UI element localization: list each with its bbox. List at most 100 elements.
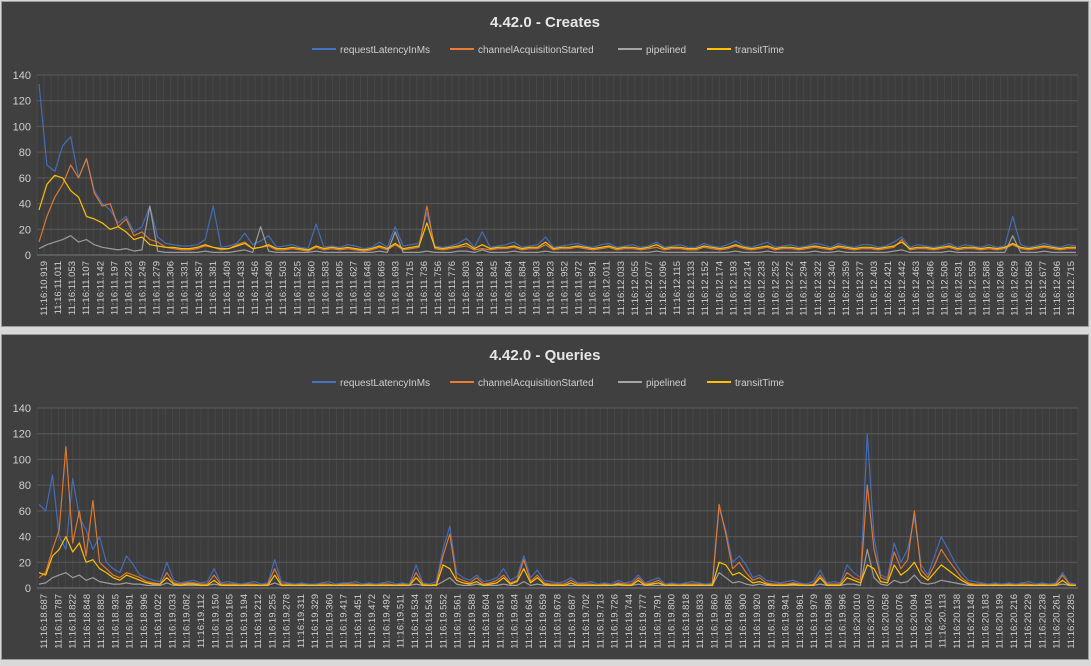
x-tick-label: 11:16:19.329 xyxy=(310,594,321,649)
x-tick-label: 11:16:12.658 xyxy=(1024,261,1035,316)
x-tick-label: 11:16:11.331 xyxy=(180,261,191,315)
x-tick-label: 11:16:11.803 xyxy=(461,261,472,315)
x-tick-label: 11:16:19.022 xyxy=(153,594,164,649)
x-tick-label: 11:16:12.011 xyxy=(602,261,613,315)
x-tick-label: 11:16:19.492 xyxy=(381,594,392,649)
x-tick-label: 11:16:11.503 xyxy=(278,261,289,315)
y-tick-label: 100 xyxy=(13,454,31,466)
x-tick-label: 11:16:19.818 xyxy=(681,594,692,649)
x-tick-label: 11:16:10.919 xyxy=(39,261,50,316)
y-tick-label: 40 xyxy=(19,532,31,544)
legend-label-channelAcquisitionStarted: channelAcquisitionStarted xyxy=(478,45,594,56)
x-tick-label: 11:16:12.340 xyxy=(827,261,838,316)
x-tick-label: 11:16:12.629 xyxy=(1010,261,1021,316)
queries-chart-panel: 4.42.0 - Queries requestLatencyInMs channe… xyxy=(1,334,1089,660)
x-tick-label: 11:16:11.693 xyxy=(391,261,402,315)
y-tick-label: 80 xyxy=(19,480,31,492)
x-tick-label: 11:16:19.212 xyxy=(253,594,264,649)
x-tick-label: 11:16:19.885 xyxy=(724,594,735,649)
legend-label-requestLatencyInMs: requestLatencyInMs xyxy=(340,45,430,56)
x-tick-label: 11:16:12.077 xyxy=(644,261,655,316)
x-tick-label: 11:16:11.903 xyxy=(531,261,542,315)
x-tick-label: 11:16:11.107 xyxy=(81,261,92,315)
x-tick-label: 11:16:12.606 xyxy=(996,261,1007,316)
x-tick-label: 11:16:11.991 xyxy=(588,261,599,315)
x-tick-label: 11:16:11.972 xyxy=(574,261,585,315)
x-tick-label: 11:16:18.996 xyxy=(139,594,150,649)
x-tick-label: 11:16:11.433 xyxy=(236,261,247,315)
x-tick-label: 11:16:19.604 xyxy=(481,594,492,649)
x-tick-label: 11:16:11.357 xyxy=(194,261,205,315)
x-tick-label: 11:16:19.791 xyxy=(652,594,663,649)
x-tick-label: 11:16:19.687 xyxy=(567,594,578,649)
legend-label-pipelined: pipelined xyxy=(646,378,686,389)
x-tick-label: 11:16:18.882 xyxy=(96,594,107,649)
x-tick-label: 11:16:11.648 xyxy=(363,261,374,315)
x-tick-label: 11:16:12.193 xyxy=(728,261,739,316)
x-tick-label: 11:16:19.996 xyxy=(838,594,849,649)
x-tick-label: 11:16:19.678 xyxy=(553,594,564,649)
x-tick-label: 11:16:19.777 xyxy=(638,594,649,649)
x-tick-label: 11:16:19.278 xyxy=(282,594,293,649)
y-tick-label: 140 xyxy=(13,403,31,415)
x-tick-label: 11:16:11.306 xyxy=(166,261,177,315)
x-tick-label: 11:16:11.409 xyxy=(222,261,233,315)
x-tick-label: 11:16:12.252 xyxy=(771,261,782,316)
x-tick-label: 11:16:12.696 xyxy=(1052,261,1063,316)
x-tick-label: 11:16:12.559 xyxy=(967,261,978,316)
x-tick-label: 11:16:19.702 xyxy=(581,594,592,649)
legend-label-channelAcquisitionStarted: channelAcquisitionStarted xyxy=(478,378,594,389)
x-tick-label: 11:16:12.294 xyxy=(799,261,810,316)
x-tick-label: 11:16:19.165 xyxy=(225,594,236,649)
x-tick-label: 11:16:19.900 xyxy=(738,594,749,649)
x-tick-label: 11:16:11.923 xyxy=(545,261,556,315)
x-tick-label: 11:16:11.011 xyxy=(53,261,64,314)
chart-title: 4.42.0 - Queries xyxy=(490,347,601,364)
x-tick-label: 11:16:11.381 xyxy=(208,261,219,315)
x-tick-label: 11:16:19.472 xyxy=(367,594,378,649)
x-tick-label: 11:16:11.525 xyxy=(292,261,303,315)
x-tick-label: 11:16:19.726 xyxy=(610,594,621,649)
legend: requestLatencyInMs channelAcquisitionStar… xyxy=(312,45,785,56)
x-axis-labels: 11:16:18.687 11:16:18.787 11:16:18.822 11:1… xyxy=(39,594,1077,649)
x-tick-label: 11:16:18.787 xyxy=(53,594,64,649)
x-tick-label: 11:16:18.961 xyxy=(125,594,136,649)
x-tick-label: 11:16:11.249 xyxy=(138,261,149,315)
x-tick-label: 11:16:18.822 xyxy=(68,594,79,649)
x-tick-label: 11:16:19.511 xyxy=(396,594,407,648)
x-tick-label: 11:16:19.979 xyxy=(809,594,820,649)
x-tick-label: 11:16:20.037 xyxy=(866,594,877,649)
x-tick-label: 11:16:19.860 xyxy=(709,594,720,649)
x-tick-label: 11:16:12.152 xyxy=(700,261,711,316)
x-tick-label: 11:16:20.010 xyxy=(852,594,863,649)
x-tick-label: 11:16:19.534 xyxy=(410,594,421,649)
y-tick-label: 120 xyxy=(13,96,31,108)
x-tick-label: 11:16:20.094 xyxy=(909,594,920,649)
x-tick-label: 11:16:20.076 xyxy=(895,594,906,649)
y-tick-label: 100 xyxy=(13,121,31,133)
x-tick-label: 11:16:12.377 xyxy=(855,261,866,316)
x-tick-label: 11:16:11.627 xyxy=(349,261,360,315)
x-tick-label: 11:16:19.552 xyxy=(438,594,449,649)
x-tick-label: 11:16:20.113 xyxy=(938,594,949,648)
x-tick-label: 11:16:11.480 xyxy=(264,261,275,315)
x-tick-label: 11:16:19.931 xyxy=(766,594,777,649)
series-line-channelAcquisitionStarted xyxy=(38,445,1077,586)
x-tick-label: 11:16:19.311 xyxy=(296,594,307,648)
series-line-transitTime xyxy=(38,536,1076,586)
x-tick-label: 11:16:19.255 xyxy=(267,594,278,649)
x-tick-label: 11:16:11.197 xyxy=(109,261,120,315)
y-tick-label: 40 xyxy=(19,199,31,211)
x-tick-label: 11:16:12.588 xyxy=(982,261,993,316)
y-tick-label: 20 xyxy=(19,224,31,236)
legend-label-requestLatencyInMs: requestLatencyInMs xyxy=(340,378,430,389)
x-tick-label: 11:16:12.715 xyxy=(1066,261,1077,316)
x-tick-label: 11:16:19.920 xyxy=(752,594,763,649)
x-tick-label: 11:16:19.634 xyxy=(510,594,521,649)
y-tick-label: 20 xyxy=(19,557,31,569)
x-tick-label: 11:16:11.776 xyxy=(447,261,458,315)
x-tick-label: 11:16:20.285 xyxy=(1066,594,1077,649)
x-tick-label: 11:16:11.736 xyxy=(419,261,430,315)
x-tick-label: 11:16:19.033 xyxy=(167,594,178,649)
x-tick-label: 11:16:11.456 xyxy=(250,261,261,315)
